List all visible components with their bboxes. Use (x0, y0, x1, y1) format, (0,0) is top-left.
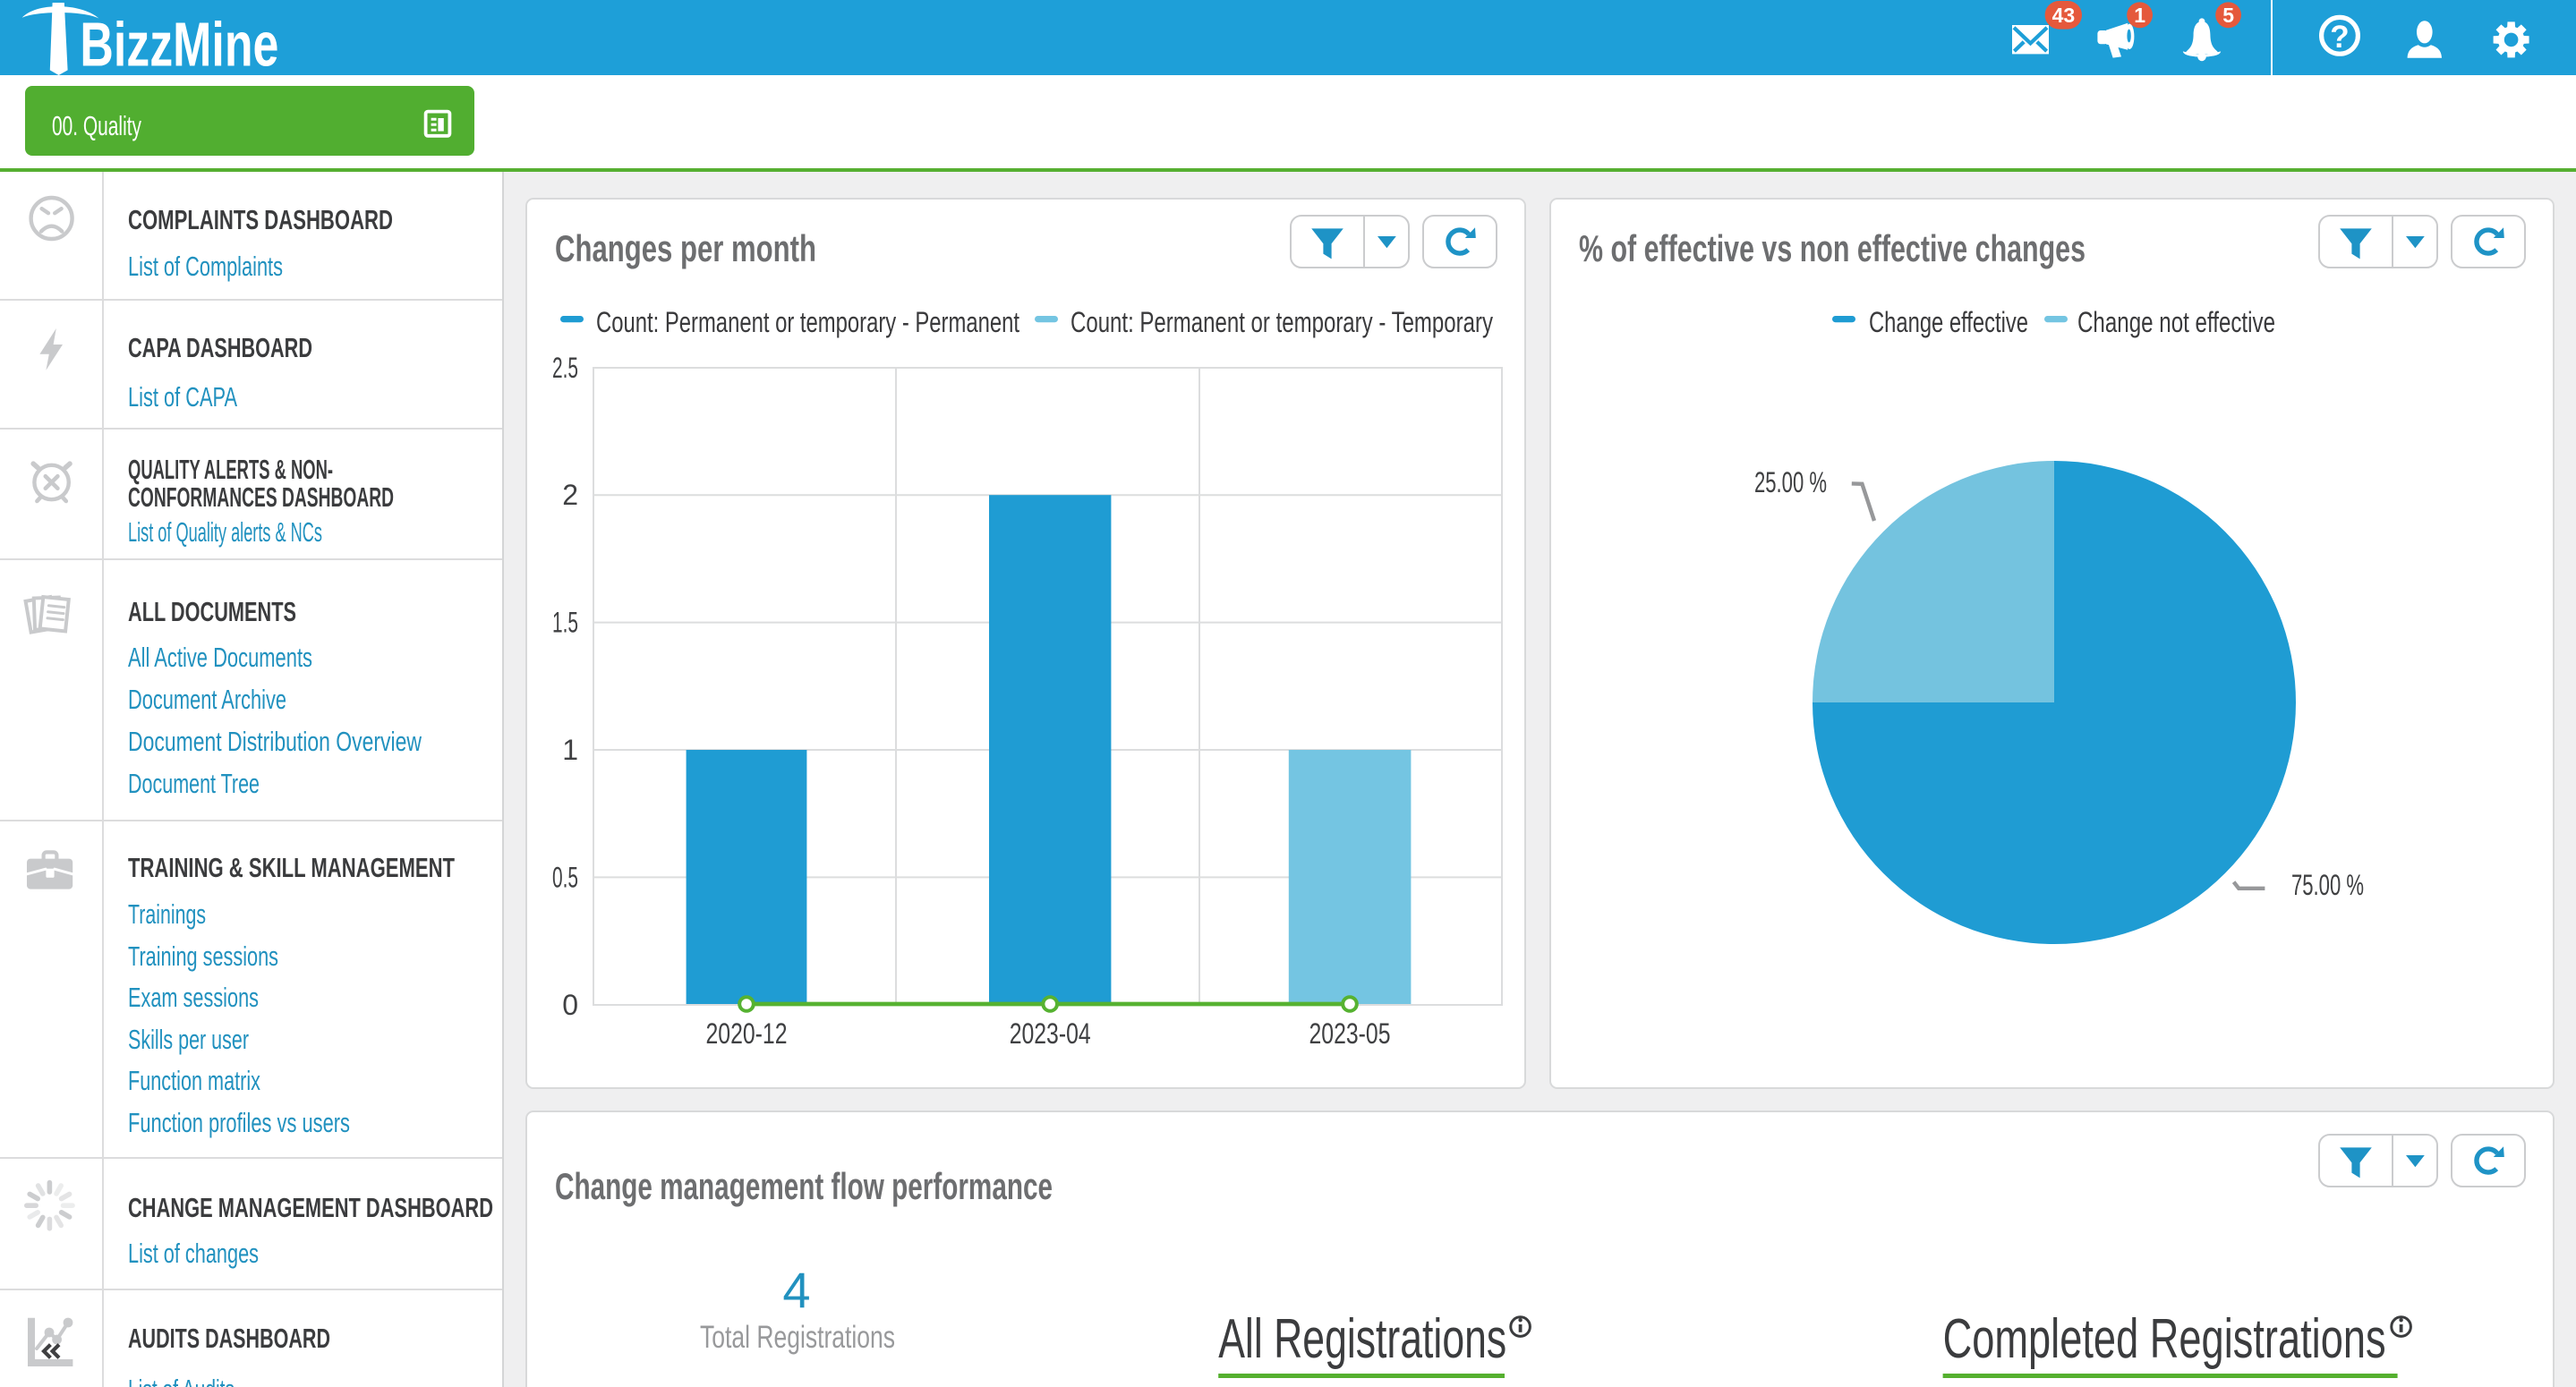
svg-text:List of Complaints: List of Complaints (128, 251, 283, 282)
svg-text:2023-05: 2023-05 (1309, 1017, 1391, 1050)
svg-text:CAPA DASHBOARD: CAPA DASHBOARD (128, 332, 312, 363)
svg-text:Completed Registrations: Completed Registrations (1943, 1308, 2386, 1370)
svg-text:25.00 %: 25.00 % (1754, 466, 1827, 498)
svg-text:Total Registrations: Total Registrations (700, 1320, 895, 1355)
svg-text:Change management flow perform: Change management flow performance (555, 1165, 1053, 1207)
svg-text:AUDITS DASHBOARD: AUDITS DASHBOARD (128, 1323, 330, 1354)
svg-text:Change effective: Change effective (1869, 306, 2028, 338)
svg-text:Exam sessions: Exam sessions (128, 982, 259, 1013)
svg-text:1: 1 (2134, 4, 2145, 27)
svg-text:43: 43 (2052, 4, 2076, 27)
svg-text:List of changes: List of changes (128, 1238, 259, 1269)
svg-text:Training sessions: Training sessions (128, 940, 278, 972)
svg-text:Changes per month: Changes per month (555, 227, 816, 269)
svg-text:2023-04: 2023-04 (1010, 1017, 1091, 1050)
svg-text:1: 1 (562, 734, 578, 766)
svg-text:0: 0 (562, 989, 578, 1021)
svg-text:Document Distribution Overview: Document Distribution Overview (128, 726, 422, 757)
svg-text:?: ? (2330, 20, 2349, 55)
svg-text:0.5: 0.5 (552, 861, 578, 893)
svg-text:List of CAPA: List of CAPA (128, 381, 237, 413)
svg-text:ALL DOCUMENTS: ALL DOCUMENTS (128, 596, 296, 627)
svg-text:00. Quality: 00. Quality (52, 110, 141, 141)
svg-text:Change not effective: Change not effective (2077, 306, 2275, 338)
svg-text:Function profiles vs users: Function profiles vs users (128, 1107, 350, 1138)
svg-text:List of Quality alerts & NCs: List of Quality alerts & NCs (128, 516, 322, 548)
svg-text:% of effective vs non effectiv: % of effective vs non effective changes (1579, 227, 2086, 269)
svg-text:BizzMine: BizzMine (80, 10, 278, 80)
svg-text:1.5: 1.5 (552, 607, 578, 639)
svg-text:Document Archive: Document Archive (128, 684, 286, 715)
svg-text:CONFORMANCES DASHBOARD: CONFORMANCES DASHBOARD (128, 481, 394, 513)
svg-text:TRAINING & SKILL MANAGEMENT: TRAINING & SKILL MANAGEMENT (128, 852, 455, 883)
svg-text:Skills per user: Skills per user (128, 1024, 249, 1055)
svg-text:2.5: 2.5 (552, 352, 578, 384)
svg-text:All Active Documents: All Active Documents (128, 642, 312, 673)
svg-text:All Registrations: All Registrations (1218, 1308, 1506, 1370)
svg-text:Function matrix: Function matrix (128, 1065, 260, 1096)
svg-text:Trainings: Trainings (128, 898, 206, 930)
svg-text:QUALITY ALERTS & NON-: QUALITY ALERTS & NON- (128, 454, 333, 485)
svg-text:Count: Permanent or temporary: Count: Permanent or temporary - Temporar… (1070, 306, 1493, 338)
svg-text:2020-12: 2020-12 (706, 1017, 788, 1050)
svg-text:5: 5 (2222, 4, 2234, 27)
svg-text:2: 2 (562, 479, 578, 511)
svg-text:CHANGE MANAGEMENT DASHBOARD: CHANGE MANAGEMENT DASHBOARD (128, 1192, 493, 1223)
svg-text:4: 4 (782, 1262, 810, 1318)
svg-text:Document Tree: Document Tree (128, 768, 260, 799)
svg-text:List of Audits: List of Audits (128, 1374, 235, 1387)
svg-text:COMPLAINTS DASHBOARD: COMPLAINTS DASHBOARD (128, 204, 393, 235)
svg-text:Count: Permanent or temporary: Count: Permanent or temporary - Permanen… (596, 306, 1019, 338)
svg-text:75.00 %: 75.00 % (2291, 869, 2364, 901)
